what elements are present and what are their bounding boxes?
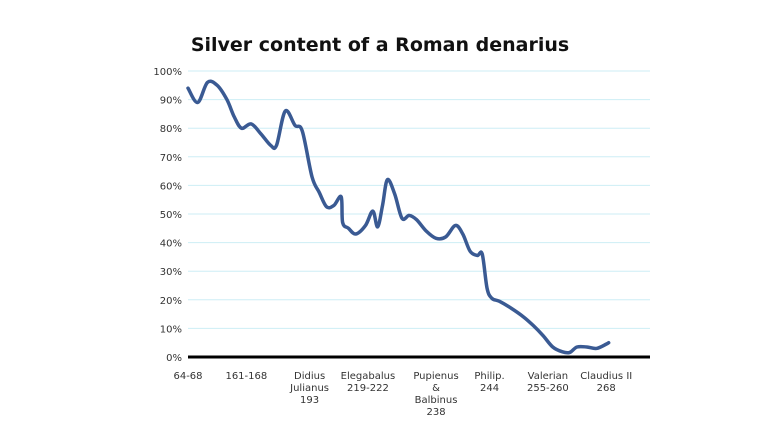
y-tick-label: 0% — [166, 353, 182, 364]
x-tick-label: 64-68 — [173, 371, 202, 382]
x-tick-label: Claudius II 268 — [580, 371, 632, 394]
x-tick-label: Elegabalus 219-222 — [341, 371, 396, 394]
y-tick-label: 10% — [160, 324, 182, 335]
y-tick-label: 90% — [160, 96, 182, 107]
y-tick-label: 70% — [160, 153, 182, 164]
y-tick-label: 40% — [160, 239, 182, 250]
y-tick-label: 60% — [160, 181, 182, 192]
y-tick-label: 50% — [160, 210, 182, 221]
chart-title: Silver content of a Roman denarius — [190, 34, 570, 56]
x-tick-label: Valerian 255-260 — [527, 371, 569, 394]
x-tick-label: Pupienus & Balbinus 238 — [413, 371, 458, 418]
y-tick-label: 100% — [153, 67, 182, 78]
series-line — [186, 79, 611, 355]
x-tick-label: 161-168 — [225, 371, 267, 382]
y-tick-label: 30% — [160, 267, 182, 278]
y-tick-label: 20% — [160, 296, 182, 307]
x-tick-label: Didius Julianus 193 — [289, 371, 329, 406]
y-tick-label: 80% — [160, 124, 182, 135]
x-tick-label: Philip. 244 — [474, 371, 504, 394]
